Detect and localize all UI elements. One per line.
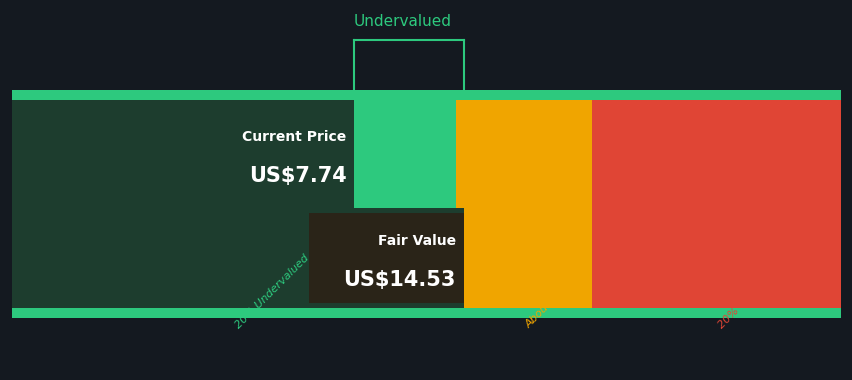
- Bar: [591, 90, 840, 318]
- Text: US$14.53: US$14.53: [343, 270, 455, 290]
- Bar: [455, 90, 591, 318]
- Text: Undervalued: Undervalued: [354, 14, 452, 30]
- Bar: [12, 208, 463, 308]
- Bar: [12, 308, 840, 318]
- Bar: [308, 213, 463, 303]
- Bar: [12, 90, 840, 100]
- Text: Current Price: Current Price: [242, 130, 346, 144]
- Bar: [12, 100, 354, 208]
- Bar: [12, 90, 455, 318]
- Text: 20% Undervalued: 20% Undervalued: [233, 252, 311, 330]
- Text: About Right: About Right: [523, 277, 577, 330]
- Text: US$7.74: US$7.74: [248, 166, 346, 186]
- Text: Fair Value: Fair Value: [377, 234, 455, 248]
- Text: 20% Overvalued: 20% Overvalued: [716, 257, 788, 330]
